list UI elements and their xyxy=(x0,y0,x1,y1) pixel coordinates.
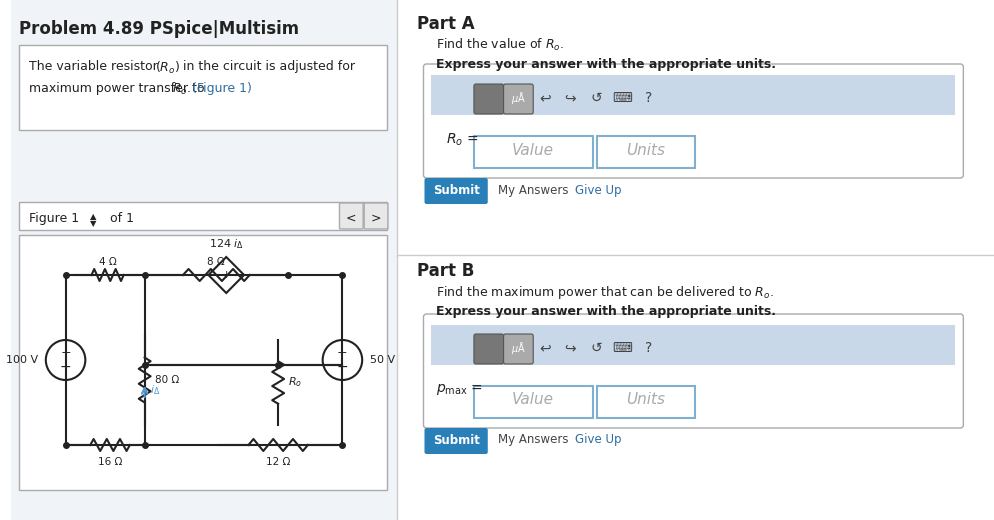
Text: −: − xyxy=(337,360,348,374)
Text: Give Up: Give Up xyxy=(575,434,621,447)
Text: The variable resistor: The variable resistor xyxy=(29,60,162,73)
FancyBboxPatch shape xyxy=(423,314,963,428)
FancyBboxPatch shape xyxy=(474,84,504,114)
Text: Value: Value xyxy=(512,142,555,158)
Text: $p_{\mathrm{max}}$ =: $p_{\mathrm{max}}$ = xyxy=(436,382,483,397)
Text: maximum power transfer to: maximum power transfer to xyxy=(29,82,209,95)
FancyBboxPatch shape xyxy=(596,136,696,168)
Text: My Answers: My Answers xyxy=(498,434,569,447)
Text: (Figure 1): (Figure 1) xyxy=(192,82,252,95)
FancyBboxPatch shape xyxy=(19,235,387,490)
FancyBboxPatch shape xyxy=(504,84,533,114)
Text: ↪: ↪ xyxy=(564,91,576,105)
Text: +: + xyxy=(337,346,348,359)
Text: ↺: ↺ xyxy=(590,91,602,105)
FancyBboxPatch shape xyxy=(423,64,963,178)
Text: <: < xyxy=(346,212,357,225)
Text: Express your answer with the appropriate units.: Express your answer with the appropriate… xyxy=(436,305,776,318)
Text: 100 V: 100 V xyxy=(6,355,38,365)
Text: 8 Ω: 8 Ω xyxy=(208,257,226,267)
FancyBboxPatch shape xyxy=(11,0,397,520)
Text: 12 Ω: 12 Ω xyxy=(266,457,290,467)
FancyBboxPatch shape xyxy=(424,428,488,454)
Text: >: > xyxy=(371,212,382,225)
FancyBboxPatch shape xyxy=(424,178,488,204)
Text: Submit: Submit xyxy=(432,434,479,447)
Text: ↪: ↪ xyxy=(564,341,576,355)
Text: ▼: ▼ xyxy=(90,219,96,228)
Text: $R_o$.: $R_o$. xyxy=(172,82,192,97)
Text: ↩: ↩ xyxy=(540,91,551,105)
Text: 50 V: 50 V xyxy=(370,355,396,365)
Text: Problem 4.89 PSpice|Multisim: Problem 4.89 PSpice|Multisim xyxy=(19,20,299,38)
Text: ↩: ↩ xyxy=(540,341,551,355)
Text: Find the maximum power that can be delivered to $R_o$.: Find the maximum power that can be deliv… xyxy=(436,284,774,301)
FancyBboxPatch shape xyxy=(19,202,387,230)
FancyBboxPatch shape xyxy=(474,136,592,168)
Text: 124 $i_\Delta$: 124 $i_\Delta$ xyxy=(209,237,244,251)
Text: ⌨: ⌨ xyxy=(612,341,632,355)
Text: $i_\Delta$: $i_\Delta$ xyxy=(150,383,160,397)
Text: Figure 1: Figure 1 xyxy=(29,212,80,225)
Text: 80 Ω: 80 Ω xyxy=(154,375,179,385)
Text: ?: ? xyxy=(645,341,652,355)
FancyBboxPatch shape xyxy=(474,334,504,364)
FancyBboxPatch shape xyxy=(397,0,994,520)
Text: 4 Ω: 4 Ω xyxy=(98,257,116,267)
FancyBboxPatch shape xyxy=(431,325,955,365)
Text: −: − xyxy=(60,360,72,374)
FancyBboxPatch shape xyxy=(596,386,696,418)
FancyBboxPatch shape xyxy=(19,45,387,130)
Text: Units: Units xyxy=(626,142,665,158)
Text: $R_o$ =: $R_o$ = xyxy=(446,132,479,148)
Text: ⌨: ⌨ xyxy=(612,91,632,105)
Text: ▲: ▲ xyxy=(90,212,96,221)
FancyBboxPatch shape xyxy=(431,75,955,115)
Text: My Answers: My Answers xyxy=(498,184,569,197)
Text: Submit: Submit xyxy=(432,184,479,197)
Text: Express your answer with the appropriate units.: Express your answer with the appropriate… xyxy=(436,58,776,71)
Text: of 1: of 1 xyxy=(110,212,134,225)
FancyBboxPatch shape xyxy=(364,203,388,229)
FancyBboxPatch shape xyxy=(340,203,363,229)
Text: Part A: Part A xyxy=(416,15,474,33)
Text: Value: Value xyxy=(512,393,555,408)
Text: $\mu$Å: $\mu$Å xyxy=(511,90,526,106)
Text: Give Up: Give Up xyxy=(575,184,621,197)
Text: $R_o$: $R_o$ xyxy=(288,375,302,389)
Text: Find the value of $R_o$.: Find the value of $R_o$. xyxy=(436,37,565,53)
Text: ?: ? xyxy=(645,91,652,105)
Text: 16 Ω: 16 Ω xyxy=(97,457,122,467)
Text: Units: Units xyxy=(626,393,665,408)
FancyBboxPatch shape xyxy=(504,334,533,364)
Text: $\mu$Å: $\mu$Å xyxy=(511,340,526,356)
Text: ↺: ↺ xyxy=(590,341,602,355)
FancyBboxPatch shape xyxy=(474,386,592,418)
Text: $(R_o)$: $(R_o)$ xyxy=(154,60,180,76)
Text: +: + xyxy=(61,346,71,359)
Text: in the circuit is adjusted for: in the circuit is adjusted for xyxy=(179,60,355,73)
Text: Part B: Part B xyxy=(416,262,474,280)
Text: +: + xyxy=(222,270,231,280)
